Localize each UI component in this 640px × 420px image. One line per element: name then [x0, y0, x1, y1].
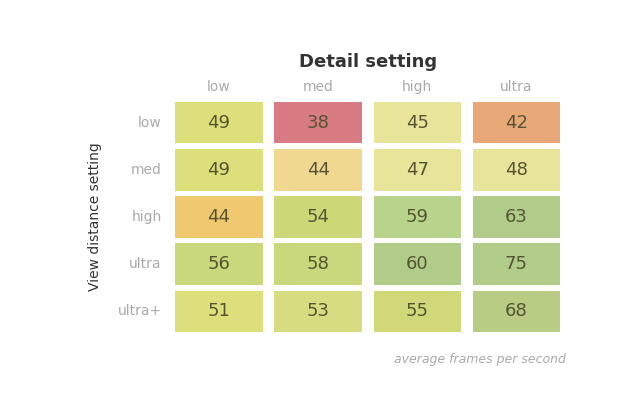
- Text: 49: 49: [207, 113, 230, 131]
- Text: Detail setting: Detail setting: [299, 53, 436, 71]
- FancyBboxPatch shape: [175, 196, 262, 238]
- Text: ultra: ultra: [500, 80, 532, 94]
- Text: 55: 55: [406, 302, 429, 320]
- FancyBboxPatch shape: [473, 196, 560, 238]
- FancyBboxPatch shape: [275, 196, 362, 238]
- FancyBboxPatch shape: [473, 291, 560, 332]
- Text: 44: 44: [307, 161, 330, 179]
- FancyBboxPatch shape: [175, 102, 262, 143]
- Text: 63: 63: [505, 208, 528, 226]
- Text: 45: 45: [406, 113, 429, 131]
- FancyBboxPatch shape: [175, 291, 262, 332]
- Text: 51: 51: [207, 302, 230, 320]
- Text: low: low: [138, 116, 162, 129]
- Text: 58: 58: [307, 255, 330, 273]
- Text: ultra: ultra: [129, 257, 162, 271]
- Text: 75: 75: [505, 255, 528, 273]
- FancyBboxPatch shape: [374, 244, 461, 285]
- Text: med: med: [131, 163, 162, 177]
- Text: 48: 48: [505, 161, 528, 179]
- Text: low: low: [207, 80, 231, 94]
- FancyBboxPatch shape: [275, 102, 362, 143]
- FancyBboxPatch shape: [275, 149, 362, 191]
- Text: 44: 44: [207, 208, 230, 226]
- Text: 38: 38: [307, 113, 330, 131]
- Text: high: high: [402, 80, 433, 94]
- FancyBboxPatch shape: [473, 149, 560, 191]
- FancyBboxPatch shape: [374, 196, 461, 238]
- FancyBboxPatch shape: [473, 102, 560, 143]
- Text: 49: 49: [207, 161, 230, 179]
- FancyBboxPatch shape: [175, 244, 262, 285]
- FancyBboxPatch shape: [374, 102, 461, 143]
- FancyBboxPatch shape: [473, 244, 560, 285]
- FancyBboxPatch shape: [175, 149, 262, 191]
- Text: 60: 60: [406, 255, 429, 273]
- Text: high: high: [132, 210, 162, 224]
- Text: View distance setting: View distance setting: [88, 142, 102, 291]
- Text: 53: 53: [307, 302, 330, 320]
- Text: 42: 42: [505, 113, 528, 131]
- Text: 56: 56: [207, 255, 230, 273]
- Text: average frames per second: average frames per second: [394, 353, 566, 366]
- Text: 47: 47: [406, 161, 429, 179]
- Text: 68: 68: [505, 302, 528, 320]
- FancyBboxPatch shape: [374, 291, 461, 332]
- Text: ultra+: ultra+: [118, 304, 162, 318]
- Text: med: med: [303, 80, 333, 94]
- FancyBboxPatch shape: [374, 149, 461, 191]
- FancyBboxPatch shape: [275, 291, 362, 332]
- Text: 59: 59: [406, 208, 429, 226]
- FancyBboxPatch shape: [275, 244, 362, 285]
- Text: 54: 54: [307, 208, 330, 226]
